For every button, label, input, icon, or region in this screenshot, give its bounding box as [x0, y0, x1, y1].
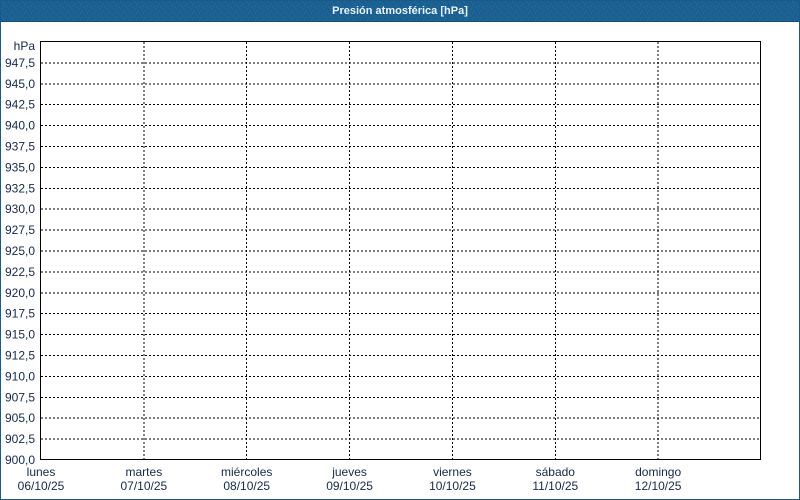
svg-text:940,0: 940,0 — [5, 119, 35, 133]
svg-text:905,0: 905,0 — [5, 411, 35, 425]
svg-text:11/10/25: 11/10/25 — [532, 479, 578, 493]
svg-text:07/10/25: 07/10/25 — [121, 479, 168, 493]
svg-text:12/10/25: 12/10/25 — [635, 479, 682, 493]
svg-text:937,5: 937,5 — [5, 140, 35, 154]
svg-text:miércoles: miércoles — [221, 465, 272, 479]
svg-text:10/10/25: 10/10/25 — [429, 479, 476, 493]
svg-text:947,5: 947,5 — [5, 56, 35, 70]
svg-text:08/10/25: 08/10/25 — [223, 479, 270, 493]
svg-text:09/10/25: 09/10/25 — [326, 479, 373, 493]
svg-text:925,0: 925,0 — [5, 244, 35, 258]
svg-text:jueves: jueves — [331, 465, 367, 479]
svg-text:932,5: 932,5 — [5, 181, 35, 195]
svg-text:930,0: 930,0 — [5, 202, 35, 216]
svg-text:martes: martes — [126, 465, 163, 479]
svg-text:lunes: lunes — [27, 465, 56, 479]
svg-text:viernes: viernes — [433, 465, 472, 479]
svg-text:945,0: 945,0 — [5, 77, 35, 91]
svg-text:domingo: domingo — [635, 465, 681, 479]
svg-text:917,5: 917,5 — [5, 307, 35, 321]
svg-text:920,0: 920,0 — [5, 286, 35, 300]
svg-text:935,0: 935,0 — [5, 160, 35, 174]
svg-text:910,0: 910,0 — [5, 369, 35, 383]
svg-text:907,5: 907,5 — [5, 390, 35, 404]
svg-text:915,0: 915,0 — [5, 328, 35, 342]
svg-text:912,5: 912,5 — [5, 349, 35, 363]
svg-text:sábado: sábado — [536, 465, 576, 479]
svg-text:902,5: 902,5 — [5, 432, 35, 446]
svg-text:942,5: 942,5 — [5, 98, 35, 112]
svg-text:922,5: 922,5 — [5, 265, 35, 279]
svg-text:hPa: hPa — [14, 39, 36, 53]
svg-text:06/10/25: 06/10/25 — [18, 479, 65, 493]
svg-text:927,5: 927,5 — [5, 223, 35, 237]
